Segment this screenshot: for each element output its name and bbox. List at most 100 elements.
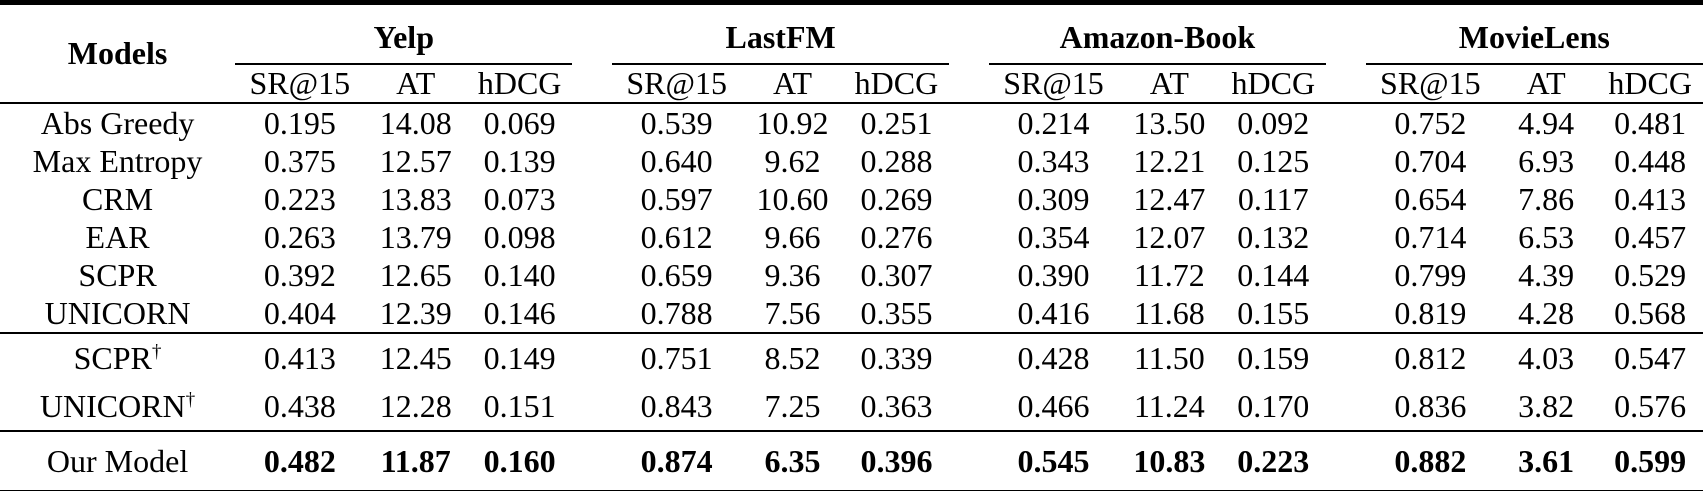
dagger-mark: † bbox=[185, 388, 196, 410]
table-row: Our Model 0.482 11.87 0.160 0.874 6.35 0.396 0.… bbox=[0, 431, 1703, 490]
metric-value: 0.263 bbox=[263, 218, 336, 255]
metric-value: 0.073 bbox=[483, 180, 556, 217]
metric-header-at: AT bbox=[1495, 64, 1598, 104]
metric-value: 7.25 bbox=[741, 382, 844, 432]
metric-value: 0.223 bbox=[1237, 442, 1310, 479]
column-spacer bbox=[1326, 64, 1366, 104]
metric-value: 10.92 bbox=[756, 104, 829, 141]
metric-value: 14.08 bbox=[379, 104, 452, 141]
table-row: Max Entropy 0.375 12.57 0.139 0.640 9.62 0.288… bbox=[0, 142, 1703, 180]
column-spacer bbox=[949, 431, 989, 490]
column-spacer bbox=[572, 64, 612, 104]
column-spacer bbox=[1326, 5, 1366, 64]
metric-value: 0.640 bbox=[640, 142, 713, 179]
metric-value: 0.438 bbox=[235, 382, 365, 432]
column-spacer bbox=[1326, 103, 1366, 142]
metric-value: 0.576 bbox=[1597, 382, 1703, 432]
metric-value: 12.07 bbox=[1133, 218, 1206, 255]
metric-value: 0.448 bbox=[1614, 142, 1687, 179]
metric-value: 0.812 bbox=[1394, 339, 1467, 376]
metric-value: 13.50 bbox=[1133, 104, 1206, 141]
metric-header-hdcg: hDCG bbox=[1597, 64, 1703, 104]
table-row: SCPR 0.392 12.65 0.140 0.659 9.36 0.307 0.390 11… bbox=[0, 256, 1703, 294]
model-name: SCPR† bbox=[73, 339, 162, 376]
metric-value: 10.60 bbox=[756, 180, 829, 217]
metric-value: 0.251 bbox=[860, 104, 933, 141]
column-spacer bbox=[1326, 142, 1366, 180]
metric-value: 0.413 bbox=[1614, 180, 1687, 217]
metric-value: 0.214 bbox=[1017, 104, 1090, 141]
metric-value: 0.307 bbox=[860, 256, 933, 293]
model-name: EAR bbox=[85, 218, 150, 255]
metric-value: 4.94 bbox=[1518, 104, 1575, 141]
metric-value: 12.65 bbox=[379, 256, 452, 293]
model-name: Our Model bbox=[46, 442, 189, 479]
metric-value: 0.819 bbox=[1365, 294, 1496, 334]
column-spacer bbox=[1326, 333, 1366, 382]
model-name: SCPR bbox=[78, 256, 157, 293]
metric-value: 11.87 bbox=[380, 442, 451, 479]
column-spacer bbox=[572, 180, 612, 218]
metric-value: 0.714 bbox=[1394, 218, 1467, 255]
metric-value: 3.61 bbox=[1518, 442, 1575, 479]
column-spacer bbox=[949, 294, 989, 334]
table-section-0: Abs Greedy 0.195 14.08 0.069 0.539 10.92 0.251… bbox=[0, 103, 1703, 334]
metric-value: 0.704 bbox=[1394, 142, 1467, 179]
dagger-mark: † bbox=[151, 340, 162, 362]
model-name: Max Entropy bbox=[32, 142, 203, 179]
column-spacer bbox=[572, 431, 612, 490]
metric-header-sr15: SR@15 bbox=[988, 64, 1119, 104]
metric-value: 0.354 bbox=[1017, 218, 1090, 255]
metric-value: 0.149 bbox=[483, 339, 556, 376]
metric-value: 12.21 bbox=[1133, 142, 1206, 179]
metric-value: 0.339 bbox=[860, 339, 933, 376]
metric-header-hdcg: hDCG bbox=[843, 64, 950, 104]
metric-value: 8.52 bbox=[764, 339, 821, 376]
metric-value: 4.28 bbox=[1495, 294, 1598, 334]
metric-value: 0.160 bbox=[483, 442, 556, 479]
column-spacer bbox=[949, 218, 989, 256]
metric-value: 0.416 bbox=[988, 294, 1119, 334]
metric-value: 3.82 bbox=[1495, 382, 1598, 432]
metric-value: 12.57 bbox=[379, 142, 452, 179]
metric-value: 0.482 bbox=[263, 442, 336, 479]
metric-value: 10.83 bbox=[1133, 442, 1206, 479]
metric-value: 0.654 bbox=[1394, 180, 1467, 217]
metric-value: 0.117 bbox=[1237, 180, 1309, 217]
table-row: UNICORN 0.404 12.39 0.146 0.788 7.56 0.355 0.41… bbox=[0, 294, 1703, 334]
metric-value: 13.79 bbox=[379, 218, 452, 255]
metric-value: 0.545 bbox=[1017, 442, 1090, 479]
metric-value: 0.612 bbox=[640, 218, 713, 255]
column-spacer bbox=[949, 180, 989, 218]
column-spacer bbox=[572, 333, 612, 382]
table-row: CRM 0.223 13.83 0.073 0.597 10.60 0.269 0.309 12… bbox=[0, 180, 1703, 218]
metric-header-sr15: SR@15 bbox=[1365, 64, 1496, 104]
metric-header-sr15: SR@15 bbox=[611, 64, 742, 104]
results-table: Models Yelp LastFM Amazon-Book MovieLens… bbox=[0, 5, 1703, 490]
metric-value: 0.529 bbox=[1614, 256, 1687, 293]
table-row: UNICORN† 0.438 12.28 0.151 0.843 7.25 0.363 0.4… bbox=[0, 382, 1703, 432]
metric-value: 0.428 bbox=[1017, 339, 1090, 376]
metric-value: 4.03 bbox=[1518, 339, 1575, 376]
metric-value: 0.836 bbox=[1365, 382, 1496, 432]
column-spacer bbox=[949, 64, 989, 104]
metric-value: 0.139 bbox=[483, 142, 556, 179]
group-header-yelp: Yelp bbox=[235, 5, 573, 65]
column-spacer bbox=[1326, 431, 1366, 490]
metric-value: 0.481 bbox=[1614, 104, 1687, 141]
metric-value: 0.098 bbox=[483, 218, 556, 255]
column-spacer bbox=[949, 5, 989, 64]
column-spacer bbox=[572, 142, 612, 180]
column-spacer bbox=[949, 256, 989, 294]
metric-value: 0.309 bbox=[1017, 180, 1090, 217]
metric-value: 0.751 bbox=[640, 339, 713, 376]
metric-value: 0.659 bbox=[640, 256, 713, 293]
metric-header-at: AT bbox=[1118, 64, 1221, 104]
metric-value: 4.39 bbox=[1518, 256, 1575, 293]
metric-value: 0.413 bbox=[263, 339, 336, 376]
model-name: Abs Greedy bbox=[40, 104, 195, 141]
metric-value: 9.36 bbox=[764, 256, 821, 293]
metric-value: 0.843 bbox=[611, 382, 742, 432]
metric-value: 7.86 bbox=[1518, 180, 1575, 217]
metric-value: 0.125 bbox=[1237, 142, 1310, 179]
